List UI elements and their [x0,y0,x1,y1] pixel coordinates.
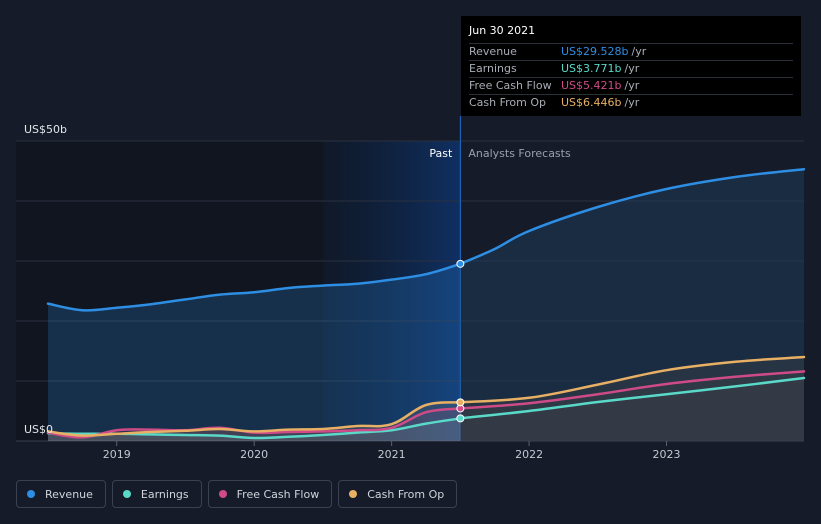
area-past-revenue [48,263,461,441]
legend-item-cash-from-op[interactable]: Cash From Op [338,480,458,508]
legend-dot-icon [27,490,35,498]
legend-dot-icon [218,490,227,498]
y-axis-label-top: US$50b [24,123,67,136]
tooltip-label: Cash From Op [469,96,547,109]
past-highlight [322,141,461,441]
x-tick-label: 2020 [240,448,268,461]
legend-label: Free Cash Flow [236,487,320,501]
marker-revenue [456,259,465,268]
tooltip-label: Earnings [469,62,517,75]
tooltip-unit: /yr [631,45,647,58]
forecast-label: Analysts Forecasts [468,147,571,160]
tooltip-unit: /yr [624,79,640,92]
legend-item-earnings[interactable]: Earnings [111,480,202,508]
tooltip: Jun 30 2021 Revenue US$29.528b /yr Earni… [461,16,801,116]
line-forecast-free-cash-flow [459,370,806,410]
tooltip-row-free-cash-flow: Free Cash Flow US$5.421b /yr [469,77,793,94]
x-tick-label: 2022 [515,448,543,461]
tooltip-row-cash-from-op: Cash From Op US$6.446b /yr [469,94,793,111]
tooltip-row-revenue: Revenue US$29.528b /yr [469,43,793,60]
line-past-cash-from-op [46,401,462,437]
tooltip-value: US$5.421b [561,79,622,92]
tooltip-value: US$6.446b [561,96,622,109]
marker-earnings [456,414,465,423]
legend-dot-icon [122,490,131,498]
legend-dot-icon [349,490,358,498]
line-forecast-revenue [459,167,806,266]
legend-label: Revenue [45,487,93,501]
marker-cash-from-op [456,398,465,407]
line-forecast-cash-from-op [459,355,806,404]
tooltip-label: Free Cash Flow [469,79,552,92]
past-label: Past [429,147,453,160]
tooltip-value: US$3.771b [561,62,622,75]
legend: Revenue Earnings Free Cash Flow Cash Fro… [16,480,458,508]
tooltip-unit: /yr [624,96,640,109]
y-axis-label-bottom: US$0 [24,423,53,436]
legend-label: Cash From Op [367,487,445,501]
line-forecast-earnings [459,376,806,420]
tooltip-unit: /yr [624,62,640,75]
legend-label: Earnings [140,487,189,501]
tooltip-value: US$29.528b [561,45,629,58]
area-forecast-revenue [460,169,804,441]
tooltip-date: Jun 30 2021 [469,24,536,37]
line-past-revenue [46,262,462,312]
tooltip-label: Revenue [469,45,517,58]
x-tick-label: 2019 [103,448,131,461]
chart: US$50b US$0 2019 2020 2021 2022 2023 Past Analys… [16,116,806,461]
x-tick-label: 2023 [653,448,681,461]
area-forecast-earnings [460,378,804,441]
legend-item-free-cash-flow[interactable]: Free Cash Flow [207,480,333,508]
x-tick-label: 2021 [378,448,406,461]
legend-item-revenue[interactable]: Revenue [16,480,106,508]
tooltip-row-earnings: Earnings US$3.771b /yr [469,60,793,77]
